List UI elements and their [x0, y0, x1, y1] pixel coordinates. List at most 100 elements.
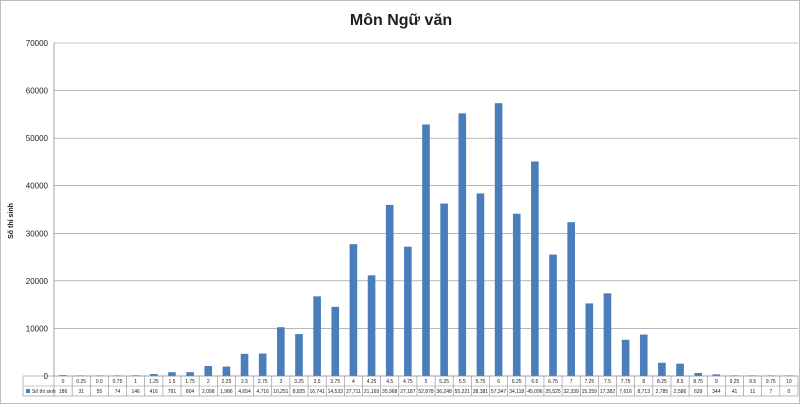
data-label: 4,654	[238, 389, 251, 395]
y-tick-label: 60000	[26, 87, 49, 96]
bar	[367, 275, 376, 376]
x-tick-label: 7.75	[621, 379, 631, 385]
data-label: 804	[186, 389, 195, 395]
bar	[476, 193, 485, 376]
data-label: 146	[131, 389, 140, 395]
bar	[585, 303, 594, 376]
x-tick-label: 6	[497, 379, 500, 385]
x-tick-label: 8.5	[677, 379, 684, 385]
bar	[712, 374, 721, 376]
data-label: 2,098	[202, 389, 215, 395]
y-tick-label: 70000	[26, 39, 49, 48]
x-tick-label: 0.25	[76, 379, 86, 385]
x-tick-label: 3	[279, 379, 282, 385]
data-label: 35,968	[382, 389, 398, 395]
x-tick-label: 2.5	[241, 379, 248, 385]
data-label: 186	[59, 389, 68, 395]
data-label: 10,251	[273, 389, 289, 395]
bar	[621, 339, 630, 376]
data-label: 41	[732, 389, 738, 395]
x-tick-label: 4.25	[367, 379, 377, 385]
data-label: 7,616	[619, 389, 632, 395]
bar	[385, 204, 394, 376]
bar	[549, 254, 557, 376]
data-table: Số thí sinh01860.25310.5550.757411461.25…	[22, 375, 799, 397]
y-tick-label: 30000	[26, 229, 49, 238]
x-tick-label: 8.75	[693, 379, 703, 385]
x-tick-label: 7.5	[604, 379, 611, 385]
x-tick-label: 6.75	[548, 379, 558, 385]
y-tick-label: 10000	[26, 324, 49, 333]
data-label: 32,339	[564, 389, 580, 395]
x-tick-label: 0.5	[96, 379, 103, 385]
data-label: 8,713	[637, 389, 650, 395]
data-label: 31	[78, 389, 84, 395]
data-label: 639	[694, 389, 703, 395]
data-label: 4,716	[256, 389, 269, 395]
data-label: 52,878	[418, 389, 434, 395]
bar	[494, 103, 503, 376]
data-label: 27,187	[400, 389, 416, 395]
legend-key	[26, 389, 30, 393]
data-label: 2,586	[674, 389, 687, 395]
bar	[59, 375, 67, 376]
x-tick-label: 4.75	[403, 379, 413, 385]
bar	[331, 306, 340, 376]
x-tick-label: 8.25	[657, 379, 667, 385]
x-tick-label: 1.75	[185, 379, 195, 385]
axes: 0 10000 20000 30000 40000 50000 60000 70000	[26, 39, 55, 381]
x-tick-label: 1.5	[168, 379, 175, 385]
legend-label: Số thí sinh	[32, 389, 56, 395]
x-tick-label: 5.25	[439, 379, 449, 385]
x-tick-label: 2.75	[258, 379, 268, 385]
data-label: 25,525	[545, 389, 561, 395]
bar	[240, 353, 249, 376]
bars	[59, 103, 793, 376]
x-tick-label: 5.5	[459, 379, 466, 385]
bar	[222, 366, 231, 376]
bar	[258, 353, 267, 376]
bar	[567, 222, 575, 376]
data-label: 17,382	[600, 389, 616, 395]
x-tick-label: 4	[352, 379, 355, 385]
data-label: 16,741	[309, 389, 325, 395]
x-tick-label: 5	[425, 379, 428, 385]
x-tick-label: 10	[786, 379, 792, 385]
x-tick-label: 1	[134, 379, 137, 385]
data-label: 57,347	[491, 389, 507, 395]
bar	[694, 372, 703, 376]
x-tick-label: 9.5	[749, 379, 756, 385]
bar	[277, 327, 285, 376]
data-label: 45,096	[527, 389, 543, 395]
x-tick-label: 3.5	[314, 379, 321, 385]
bar	[603, 293, 612, 376]
x-tick-label: 2.25	[222, 379, 232, 385]
data-label: 344	[712, 389, 721, 395]
y-tick-label: 50000	[26, 134, 49, 143]
data-label: 55	[97, 389, 103, 395]
bar	[168, 372, 176, 376]
bar	[676, 363, 684, 376]
bar	[149, 374, 158, 376]
bar	[440, 203, 448, 376]
data-label: 2,785	[656, 389, 669, 395]
data-label: 34,118	[509, 389, 524, 395]
x-tick-label: 2	[207, 379, 210, 385]
data-label: 416	[150, 389, 159, 395]
x-tick-label: 9.75	[766, 379, 776, 385]
x-tick-label: 5.75	[476, 379, 486, 385]
bar	[295, 334, 303, 376]
y-axis-label: Số thí sinh	[7, 203, 15, 239]
x-tick-label: 1.25	[149, 379, 159, 385]
data-label: 15,259	[582, 389, 598, 395]
x-tick-label: 4.5	[386, 379, 393, 385]
x-tick-label: 3.25	[294, 379, 304, 385]
bar	[512, 213, 521, 376]
data-label: 0	[788, 389, 791, 395]
x-tick-label: 9.25	[730, 379, 740, 385]
bar	[131, 375, 140, 376]
bar	[639, 334, 648, 376]
bar	[531, 161, 539, 376]
